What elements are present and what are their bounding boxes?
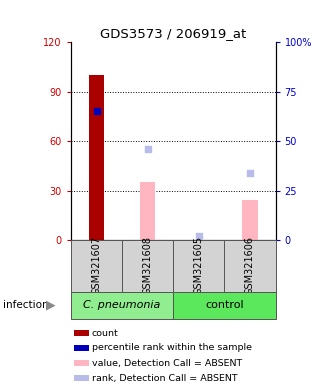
Text: C. pneumonia: C. pneumonia <box>83 300 161 310</box>
Point <box>248 170 253 176</box>
Text: control: control <box>205 300 244 310</box>
Bar <box>74 375 89 381</box>
Text: count: count <box>91 329 118 338</box>
FancyBboxPatch shape <box>71 240 122 292</box>
Text: GSM321606: GSM321606 <box>245 237 255 295</box>
Text: percentile rank within the sample: percentile rank within the sample <box>91 343 251 353</box>
Text: ▶: ▶ <box>46 299 56 312</box>
FancyBboxPatch shape <box>71 292 173 319</box>
Text: value, Detection Call = ABSENT: value, Detection Call = ABSENT <box>91 359 242 367</box>
Bar <box>74 330 89 336</box>
Text: rank, Detection Call = ABSENT: rank, Detection Call = ABSENT <box>91 374 237 383</box>
Text: infection: infection <box>3 300 49 310</box>
Bar <box>89 75 104 240</box>
Point <box>145 146 150 152</box>
Text: GSM321605: GSM321605 <box>194 237 204 295</box>
Text: GSM321608: GSM321608 <box>143 237 153 295</box>
FancyBboxPatch shape <box>173 240 224 292</box>
Point <box>94 108 99 114</box>
Bar <box>74 360 89 366</box>
Bar <box>140 182 155 240</box>
FancyBboxPatch shape <box>173 292 276 319</box>
Point <box>196 233 201 239</box>
Title: GDS3573 / 206919_at: GDS3573 / 206919_at <box>100 26 247 40</box>
Text: GSM321607: GSM321607 <box>91 237 102 295</box>
Bar <box>74 345 89 351</box>
FancyBboxPatch shape <box>122 240 173 292</box>
FancyBboxPatch shape <box>224 240 276 292</box>
Bar <box>242 200 258 240</box>
